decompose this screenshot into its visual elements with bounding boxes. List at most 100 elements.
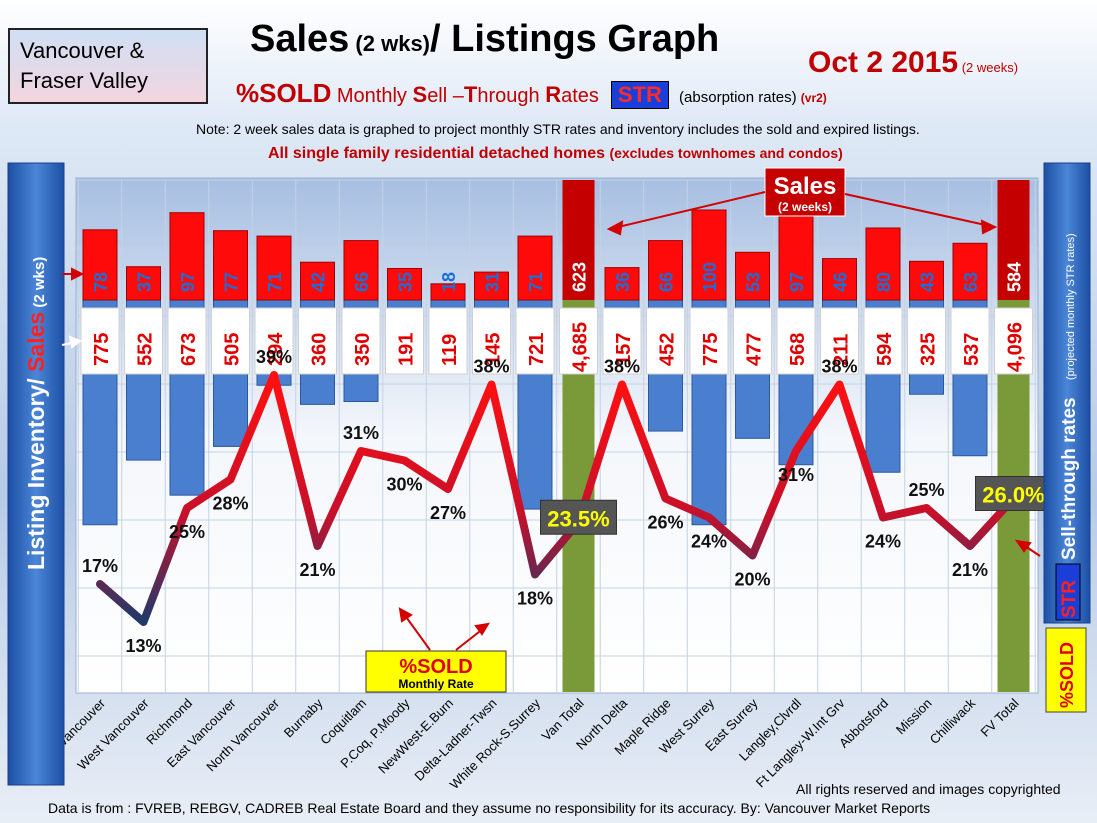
inventory-label-box	[124, 307, 163, 375]
inventory-label-box	[385, 307, 424, 375]
inventory-label-box	[515, 307, 555, 375]
percent-label: 31%	[343, 423, 379, 443]
inventory-label-box	[994, 307, 1033, 375]
total-percent-box	[975, 476, 1052, 511]
sales-bar	[604, 267, 640, 301]
date-title: Oct 2 2015 (2 weeks)	[808, 46, 1018, 80]
sales-value-label: 71	[265, 272, 285, 292]
sales-bar	[778, 212, 814, 301]
inventory-value-label: 505	[222, 333, 244, 366]
sales-bar	[256, 235, 292, 301]
inventory-label-box	[254, 307, 294, 375]
sold-line-path	[96, 371, 1018, 626]
sold-line	[96, 371, 1018, 626]
inventory-value-label: 568	[787, 333, 809, 366]
sold-callout-box	[365, 650, 507, 693]
sales-value-label: 77	[222, 272, 242, 292]
sales-value-label: 66	[657, 272, 677, 292]
sales-value-label: 71	[526, 272, 546, 292]
inventory-label-box	[907, 307, 946, 375]
title-small: (2 wks)	[349, 31, 431, 56]
inventory-value-label: 211	[831, 334, 853, 366]
inventory-value-label: 191	[396, 333, 418, 366]
sales-value-label: 46	[831, 272, 851, 292]
sales-value-label: 31	[483, 272, 503, 292]
percent-label: 31%	[778, 465, 814, 485]
inventory-label-box	[646, 307, 685, 375]
sales-value-label: 100	[700, 262, 720, 292]
sales-value-label: 97	[178, 272, 198, 292]
percent-label: 38%	[473, 357, 509, 377]
footer-rights: All rights reserved and images copyright…	[796, 781, 1061, 797]
sold-callout-arrows	[398, 539, 1041, 651]
inventory-value-label: 452	[657, 333, 679, 366]
inventory-label-box	[733, 307, 772, 375]
inventory-label-box	[428, 307, 468, 375]
sales-bar	[865, 227, 901, 301]
left-axis-arrows	[62, 267, 85, 281]
region-box: Vancouver & Fraser Valley	[8, 28, 208, 104]
subtitle-t: T	[463, 82, 478, 107]
sales-bar	[909, 260, 944, 301]
sales-callout-label: Sales	[774, 173, 837, 200]
total-percent-label: 26.0%	[982, 483, 1044, 508]
percent-label: 24%	[691, 532, 727, 552]
percent-label: 13%	[125, 636, 161, 656]
sold-callout-label: %SOLD	[399, 656, 472, 678]
scope-small: (excludes townhomes and condos)	[609, 145, 843, 161]
subtitle-hrough: hrough	[477, 85, 546, 107]
inventory-label-box	[863, 307, 903, 375]
sales-bar	[517, 235, 553, 301]
percent-label: 18%	[517, 589, 553, 609]
subtitle-ates: ates	[561, 85, 599, 107]
sales-value-label: 37	[135, 272, 155, 292]
inventory-label-box	[820, 307, 859, 375]
inventory-label-box	[298, 307, 337, 375]
inventory-value-label: 775	[91, 333, 113, 366]
sales-value-label: 623	[570, 262, 590, 292]
sales-bar	[430, 283, 466, 301]
sales-value-label: 63	[961, 272, 981, 292]
percent-label: 30%	[386, 475, 422, 495]
sales-bar	[735, 251, 770, 301]
inventory-label-box	[341, 307, 381, 375]
version-label: (vr2)	[800, 91, 827, 105]
sales-bar	[300, 261, 335, 301]
inventory-label-box	[167, 307, 207, 375]
sales-labels: 78 37 97 77 71 42 66 35 18 31 71 623 36 66 100 53 97 46 80…	[91, 262, 1025, 292]
inventory-label-box	[559, 307, 598, 375]
percent-label: 25%	[908, 480, 944, 500]
sales-value-label: 80	[874, 272, 894, 292]
percent-label: 28%	[212, 494, 248, 514]
region-line-2: Fraser Valley	[20, 68, 148, 93]
sales-value-label: 36	[613, 272, 633, 292]
inventory-value-label: 350	[352, 333, 374, 366]
left-axis-inventory-arrow	[61, 335, 83, 349]
footer-source: Data is from : FVREB, REBGV, CADREB Real…	[48, 800, 931, 816]
inventory-label-box	[776, 307, 816, 375]
percent-label: 25%	[169, 522, 205, 542]
subtitle-r: R	[545, 82, 562, 107]
subtitle: %SOLD Monthly Sell –Through Rates STR (ab…	[236, 78, 827, 109]
inventory-value-label: 552	[135, 333, 157, 366]
inventory-label-box	[472, 307, 511, 375]
sales-bar-total	[562, 180, 595, 300]
total-percent-label: 23.5%	[547, 506, 609, 531]
inventory-value-label: 721	[526, 333, 548, 366]
note-line: Note: 2 week sales data is graphed to pr…	[196, 121, 920, 137]
percent-label: 24%	[865, 532, 901, 552]
sales-value-label: 18	[439, 272, 459, 292]
percent-label: 38%	[821, 357, 857, 377]
total-percent-box	[540, 499, 617, 535]
sales-value-label: 35	[396, 272, 416, 292]
subtitle-ell: ell –	[427, 85, 464, 107]
percent-label: 17%	[82, 556, 118, 576]
sales-bar	[387, 268, 422, 301]
percent-label: 39%	[256, 347, 292, 367]
percent-label: 21%	[952, 560, 988, 580]
scope-line: All single family residential detached h…	[268, 145, 843, 163]
sales-value-label: 97	[787, 272, 807, 292]
subtitle-s: S	[412, 82, 428, 107]
sales-value-label: 584	[1005, 262, 1025, 292]
sales-bar	[169, 212, 205, 301]
